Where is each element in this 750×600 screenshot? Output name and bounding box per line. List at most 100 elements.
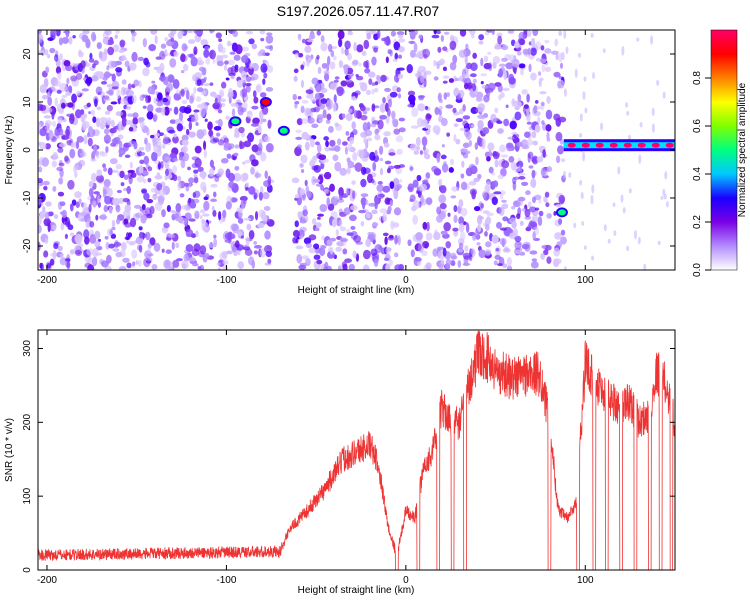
spectrogram-cell	[487, 51, 492, 56]
spectrogram-cell	[378, 145, 384, 155]
spectrogram-cell	[394, 52, 399, 60]
spectrogram-cell	[251, 159, 259, 167]
spectrogram-cell	[371, 88, 375, 95]
spectrogram-cell	[324, 146, 331, 152]
spectrogram-cell	[344, 258, 352, 263]
spectrogram-cell	[559, 79, 565, 89]
spectrogram-cell	[398, 117, 406, 122]
spectrogram-cell	[190, 56, 198, 67]
spectrogram-cell	[350, 205, 358, 211]
spectrogram-cell	[364, 68, 371, 74]
spectrogram-cell	[363, 60, 369, 68]
spectrogram-cell	[341, 261, 348, 269]
spectrogram-cell	[190, 116, 195, 123]
spectrogram-cell	[156, 172, 161, 179]
spectrogram-cell	[480, 202, 485, 209]
spectrogram-cell	[233, 172, 242, 182]
spectrogram-cell	[478, 34, 485, 41]
spectrogram-cell	[365, 213, 371, 219]
spectrogram-cell	[620, 194, 624, 203]
spectrogram-cell	[112, 248, 120, 252]
spectrogram-cell	[361, 50, 367, 56]
spectrogram-cell	[251, 144, 259, 153]
spectrogram-cell	[382, 232, 389, 237]
spectrogram-cell	[546, 213, 552, 219]
spectrogram-cell	[143, 257, 151, 268]
spectrogram-cell	[238, 126, 245, 134]
spectrogram-cell	[257, 222, 265, 229]
spectrogram-cell	[76, 136, 84, 143]
spectrogram-cell	[181, 204, 187, 210]
spectrogram-cell	[49, 258, 55, 266]
spectrogram-cell	[150, 187, 156, 193]
spectrogram-cell	[184, 182, 189, 187]
spectrogram-cell	[398, 33, 404, 39]
spectrogram-cell	[294, 101, 300, 105]
spectrogram-cell	[531, 155, 539, 165]
spectrogram-cell	[138, 259, 142, 267]
spectrogram-cell	[209, 159, 215, 168]
spectrogram-cell	[75, 140, 80, 150]
spectrogram-cell	[388, 152, 396, 156]
spectrogram-cell	[70, 63, 78, 67]
spectrogram-cell	[196, 79, 202, 86]
spectrogram-cell	[187, 30, 195, 34]
spectrogram-cell	[445, 241, 451, 249]
spectrogram-cell	[412, 200, 420, 210]
spectrogram-cell	[253, 192, 258, 200]
spectrogram-cell	[180, 88, 185, 97]
spectrogram-cell	[213, 234, 217, 239]
spectrogram-cell	[119, 170, 125, 179]
spectrogram-cell	[127, 169, 135, 174]
spectrogram-cell	[448, 167, 455, 173]
spectrogram-cell	[471, 190, 476, 200]
spectrogram-cell	[393, 207, 402, 216]
spectrogram-cell	[473, 205, 481, 212]
spectrogram-cell	[501, 199, 507, 203]
spectrogram-cell	[135, 260, 139, 265]
spectrogram-cell	[347, 160, 354, 169]
spectrogram-cell	[459, 127, 466, 131]
spectrogram-cell	[603, 224, 607, 232]
spectrogram-cell	[166, 205, 171, 213]
spectrogram-cell	[512, 228, 518, 238]
spectrogram-cell	[462, 73, 470, 79]
spectrogram-cell	[265, 87, 274, 92]
spectrogram-cell	[398, 127, 406, 133]
spectrogram-cell	[660, 195, 664, 200]
spectrogram-cell	[590, 32, 594, 38]
spectrogram-cell	[103, 128, 110, 135]
spectrogram-cell	[147, 104, 154, 113]
spectrogram-cell	[43, 250, 49, 258]
spectrogram-cell	[115, 217, 121, 225]
spectrogram-cell	[133, 141, 138, 150]
spectrogram-cell	[235, 240, 240, 249]
spectrogram-cell	[123, 218, 129, 225]
spectrogram-cell	[65, 91, 72, 96]
spectrogram-cell	[348, 263, 355, 270]
spectrogram-cell	[414, 257, 422, 262]
spectrogram-cell	[145, 231, 151, 241]
spectrogram-cell	[153, 113, 158, 122]
spectrogram-cell	[556, 241, 563, 249]
spectrogram-cell	[460, 173, 465, 179]
spectrogram-cell	[93, 191, 100, 195]
spectrogram-cell	[497, 35, 503, 45]
spectrogram-cell	[106, 83, 113, 88]
spectrogram-cell	[253, 96, 259, 104]
spectrogram-cell	[306, 190, 312, 199]
spectrogram-cell	[210, 183, 218, 188]
spectrogram-cell	[131, 51, 138, 62]
spectrogram-cell	[160, 43, 167, 49]
spectrogram-cell	[335, 246, 343, 252]
spectrogram-cell	[531, 169, 536, 179]
spectrogram-cell	[305, 257, 311, 267]
spectrogram-cell	[592, 71, 596, 80]
spectrogram-cell	[105, 90, 113, 95]
spectrogram-cell	[527, 151, 534, 159]
spectrogram-cell	[519, 220, 524, 226]
spectrogram-cell	[103, 179, 111, 188]
spectrogram-cell	[482, 127, 490, 135]
spectrogram-cell	[509, 217, 517, 224]
spectrogram-cell	[86, 132, 90, 138]
